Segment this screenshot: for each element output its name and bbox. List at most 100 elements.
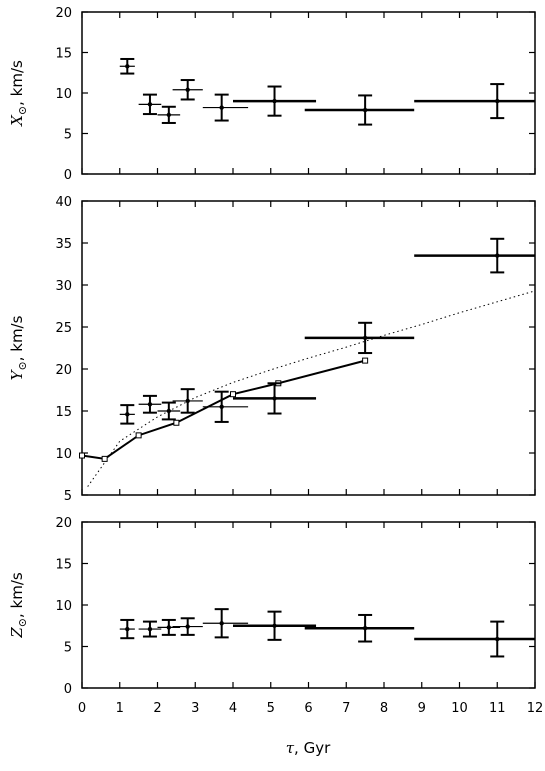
model-marker [362, 357, 369, 364]
point-marker [166, 625, 172, 630]
y-tick-label: 10 [55, 87, 72, 102]
x-tick-label: 0 [78, 701, 86, 716]
y-tick-label: 30 [55, 279, 72, 294]
model-line [81, 359, 366, 460]
data-point [138, 394, 162, 414]
x-tick-label: 9 [418, 701, 426, 716]
y-tick-label: 15 [55, 405, 72, 420]
sun-symbol: ⊙ [16, 106, 29, 115]
model-marker [79, 452, 85, 459]
data-point [233, 610, 317, 641]
point-marker [362, 626, 368, 631]
point-marker [147, 402, 153, 407]
data-point [414, 620, 535, 658]
point-marker [272, 396, 277, 401]
y-tick-label: 20 [55, 6, 72, 21]
point-marker [147, 626, 153, 632]
x-tick-label: 7 [342, 701, 350, 716]
point-marker [362, 107, 368, 113]
x-tick-label: 4 [229, 701, 237, 716]
point-marker [125, 626, 130, 632]
sun-symbol: ⊙ [16, 618, 29, 627]
data-point [119, 404, 135, 425]
y-axis-symbol: Y [8, 368, 26, 380]
plot-frame [81, 11, 536, 175]
data-point [138, 620, 162, 638]
model-marker [101, 455, 108, 462]
point-marker [166, 112, 172, 118]
point-marker [166, 408, 172, 414]
data-point [304, 613, 415, 643]
point-marker [219, 404, 224, 409]
data-point [119, 618, 135, 640]
y-tick-label: 25 [55, 321, 72, 336]
data-point [202, 390, 249, 423]
data-point [304, 321, 415, 355]
point-marker [495, 98, 500, 104]
y-axis-title: Z⊙, km/s [8, 572, 29, 639]
x-tick-label: 11 [489, 701, 506, 716]
y-tick-label: 35 [55, 237, 72, 252]
panel-y-velocity: 5 10 15 20 25 30 35 40 Y⊙, km/s [8, 195, 536, 504]
y-tick-label: 15 [55, 558, 72, 573]
data-point [233, 382, 317, 415]
y-tick-label: 5 [64, 489, 72, 504]
y-axis-symbol: X [8, 114, 26, 127]
data-point [304, 94, 415, 126]
x-tick-label: 6 [304, 701, 312, 716]
x-axis-symbol: τ [286, 739, 295, 757]
data-point [119, 57, 135, 75]
x-tick-label: 12 [527, 701, 544, 716]
data-point [172, 617, 203, 636]
y-tick-label: 40 [55, 195, 72, 210]
sun-symbol: ⊙ [16, 361, 29, 370]
y-tick-label: 5 [64, 641, 72, 656]
data-point [157, 105, 181, 124]
y-axis-unit: , km/s [8, 572, 26, 618]
data-point [233, 85, 317, 117]
x-tick-label: 5 [267, 701, 275, 716]
y-tick-label: 10 [55, 447, 72, 462]
model-marker [173, 419, 180, 426]
point-marker [495, 253, 500, 258]
data-point [138, 93, 162, 116]
data-point [157, 618, 181, 636]
y-axis-unit: , km/s [8, 60, 26, 106]
y-tick-label: 0 [64, 168, 72, 183]
y-tick-label: 20 [55, 516, 72, 531]
point-marker [219, 621, 224, 626]
y-tick-label: 0 [64, 682, 72, 697]
point-marker [185, 624, 190, 629]
point-marker [125, 412, 130, 417]
model-marker [230, 391, 236, 398]
x-tick-label: 3 [191, 701, 199, 716]
y-tick-label: 10 [55, 599, 72, 614]
panel-x-velocity: 0 5 10 15 20 X⊙, km/s [8, 6, 536, 183]
y-tick-label: 5 [64, 128, 72, 143]
point-marker [362, 335, 368, 341]
point-marker [219, 105, 224, 110]
x-axis-unit: , Gyr [294, 739, 331, 757]
point-marker [272, 98, 277, 104]
y-axis-symbol: Z [8, 627, 26, 639]
point-marker [272, 623, 277, 628]
data-point [414, 237, 535, 274]
point-marker [185, 398, 190, 404]
point-marker [125, 64, 130, 69]
data-point [157, 401, 181, 421]
point-marker [185, 87, 190, 92]
y-tick-label: 15 [55, 47, 72, 62]
plot-frame [81, 200, 536, 496]
data-point [202, 608, 249, 639]
point-marker [495, 636, 500, 642]
x-tick-label: 8 [380, 701, 388, 716]
model-marker [135, 432, 142, 439]
x-tick-label: 1 [116, 701, 124, 716]
data-point [202, 93, 249, 122]
y-axis-title: Y⊙, km/s [8, 315, 29, 380]
point-marker [147, 102, 153, 107]
y-axis-unit: , km/s [8, 315, 26, 361]
x-tick-label: 10 [451, 701, 468, 716]
